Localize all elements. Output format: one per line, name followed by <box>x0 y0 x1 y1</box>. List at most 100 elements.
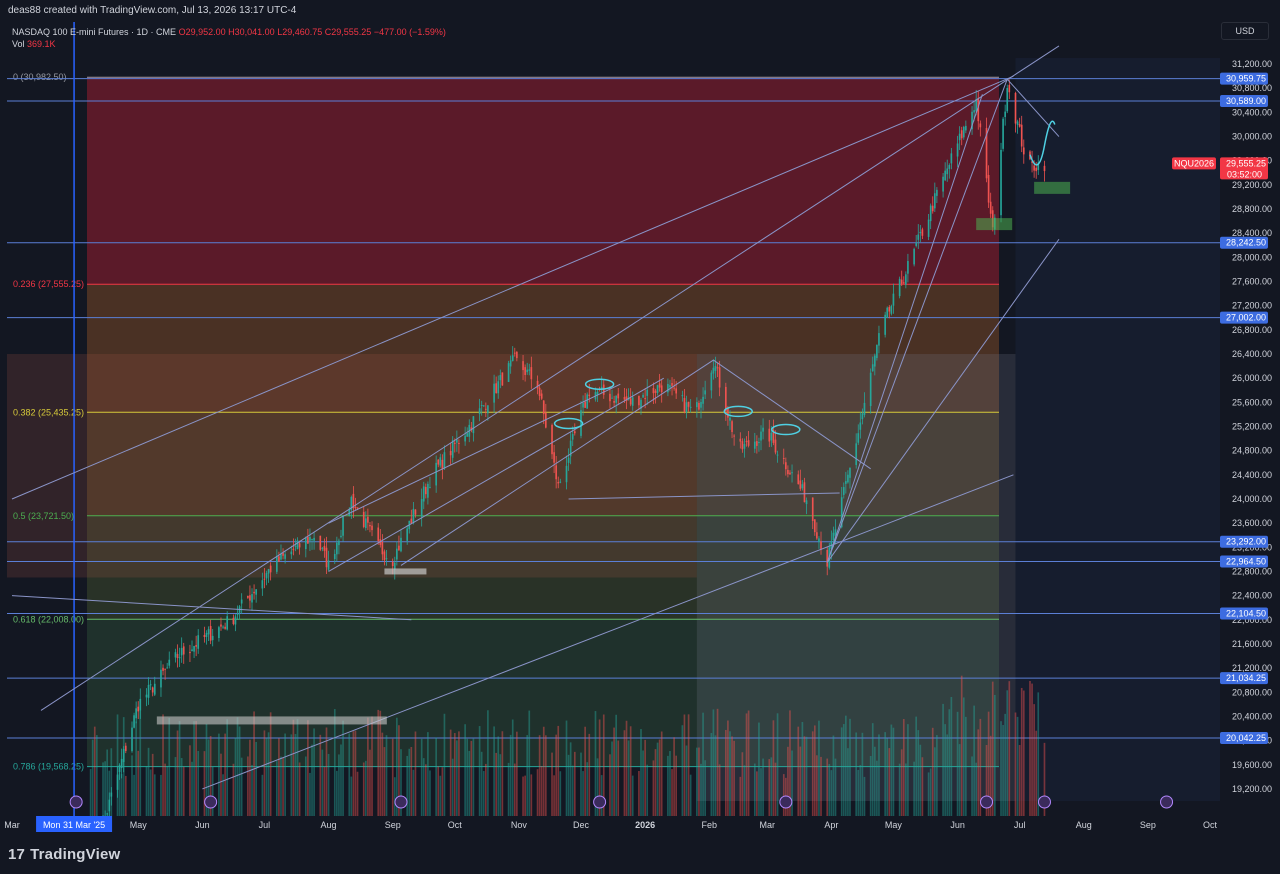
candle-body[interactable] <box>249 595 251 601</box>
candle-body[interactable] <box>638 396 640 406</box>
candle-body[interactable] <box>290 551 293 555</box>
candle-body[interactable] <box>685 402 688 413</box>
candle-body[interactable] <box>234 616 237 625</box>
candle-body[interactable] <box>629 398 632 405</box>
candle-body[interactable] <box>383 551 386 561</box>
candle-body[interactable] <box>753 441 756 449</box>
candle-body[interactable] <box>458 442 460 444</box>
candle-body[interactable] <box>542 400 545 415</box>
candle-body[interactable] <box>886 307 889 318</box>
candle-body[interactable] <box>654 390 657 393</box>
candle-body[interactable] <box>340 535 342 538</box>
candle-body[interactable] <box>617 393 620 399</box>
candle-body[interactable] <box>538 387 541 396</box>
candle-body[interactable] <box>350 496 353 510</box>
trend-line[interactable] <box>826 94 983 563</box>
candle-body[interactable] <box>1004 111 1006 118</box>
candle-body[interactable] <box>304 537 307 550</box>
candle-body[interactable] <box>482 405 485 407</box>
candle-body[interactable] <box>898 278 901 297</box>
trend-line[interactable] <box>568 492 840 500</box>
candle-body[interactable] <box>615 395 618 403</box>
candle-body[interactable] <box>698 402 700 410</box>
candle-body[interactable] <box>218 627 220 639</box>
event-marker-icon[interactable] <box>69 795 83 809</box>
candle-body[interactable] <box>936 189 938 196</box>
candle-body[interactable] <box>942 176 944 192</box>
candle-body[interactable] <box>863 402 866 415</box>
candle-body[interactable] <box>747 440 750 446</box>
candle-body[interactable] <box>178 657 181 659</box>
trend-line[interactable] <box>328 377 665 572</box>
candle-body[interactable] <box>265 573 268 579</box>
candle-body[interactable] <box>439 457 442 466</box>
candle-body[interactable] <box>669 385 671 388</box>
candle-body[interactable] <box>985 128 988 179</box>
candle-body[interactable] <box>367 516 369 523</box>
candle-body[interactable] <box>573 431 576 434</box>
candle-body[interactable] <box>478 408 481 415</box>
candle-body[interactable] <box>725 386 727 412</box>
candle-body[interactable] <box>892 293 895 306</box>
candle-body[interactable] <box>613 401 615 403</box>
candle-body[interactable] <box>625 396 628 402</box>
candle-body[interactable] <box>760 431 762 441</box>
candle-body[interactable] <box>745 441 748 443</box>
candle-body[interactable] <box>683 397 686 412</box>
candle-body[interactable] <box>427 483 429 498</box>
candle-body[interactable] <box>197 635 200 649</box>
candle-body[interactable] <box>950 153 953 164</box>
candle-body[interactable] <box>927 219 930 237</box>
candle-body[interactable] <box>151 687 154 693</box>
trend-line[interactable] <box>328 383 621 524</box>
candle-body[interactable] <box>702 396 704 404</box>
candle-body[interactable] <box>443 452 446 469</box>
candle-body[interactable] <box>718 367 721 388</box>
candle-body[interactable] <box>716 367 719 369</box>
candle-body[interactable] <box>333 553 336 559</box>
candle-body[interactable] <box>741 441 744 450</box>
candle-body[interactable] <box>424 486 427 495</box>
candle-body[interactable] <box>294 545 297 547</box>
event-marker-icon[interactable] <box>593 795 607 809</box>
candle-body[interactable] <box>820 541 822 550</box>
candle-body[interactable] <box>507 363 510 382</box>
candle-body[interactable] <box>840 497 843 528</box>
event-marker-icon[interactable] <box>394 795 408 809</box>
candle-body[interactable] <box>658 383 661 388</box>
candle-body[interactable] <box>164 668 166 670</box>
candle-body[interactable] <box>551 424 553 455</box>
candle-body[interactable] <box>139 698 142 711</box>
candle-body[interactable] <box>1035 167 1038 172</box>
candle-body[interactable] <box>516 351 518 359</box>
candle-body[interactable] <box>137 706 140 712</box>
candle-body[interactable] <box>729 417 731 421</box>
candle-body[interactable] <box>588 394 591 396</box>
candle-body[interactable] <box>869 372 872 407</box>
candle-body[interactable] <box>422 486 425 502</box>
candle-body[interactable] <box>222 626 224 628</box>
candle-body[interactable] <box>313 537 315 541</box>
candle-body[interactable] <box>253 591 255 594</box>
candle-body[interactable] <box>689 406 692 408</box>
candle-body[interactable] <box>176 653 179 659</box>
candle-body[interactable] <box>1008 84 1011 93</box>
candle-body[interactable] <box>180 647 183 656</box>
candle-body[interactable] <box>1016 121 1019 125</box>
event-marker-icon[interactable] <box>980 795 994 809</box>
candle-body[interactable] <box>584 401 586 408</box>
candle-body[interactable] <box>611 397 613 399</box>
candle-body[interactable] <box>149 684 152 686</box>
candle-body[interactable] <box>377 527 380 541</box>
candle-body[interactable] <box>919 231 922 234</box>
candle-body[interactable] <box>915 243 918 246</box>
candle-body[interactable] <box>524 367 526 375</box>
candle-body[interactable] <box>544 412 547 428</box>
candle-body[interactable] <box>861 413 864 420</box>
candle-body[interactable] <box>410 518 413 524</box>
candle-body[interactable] <box>311 539 313 541</box>
candle-body[interactable] <box>255 589 257 595</box>
candle-body[interactable] <box>565 465 568 483</box>
candle-body[interactable] <box>1014 92 1017 124</box>
support-box[interactable] <box>976 218 1013 231</box>
